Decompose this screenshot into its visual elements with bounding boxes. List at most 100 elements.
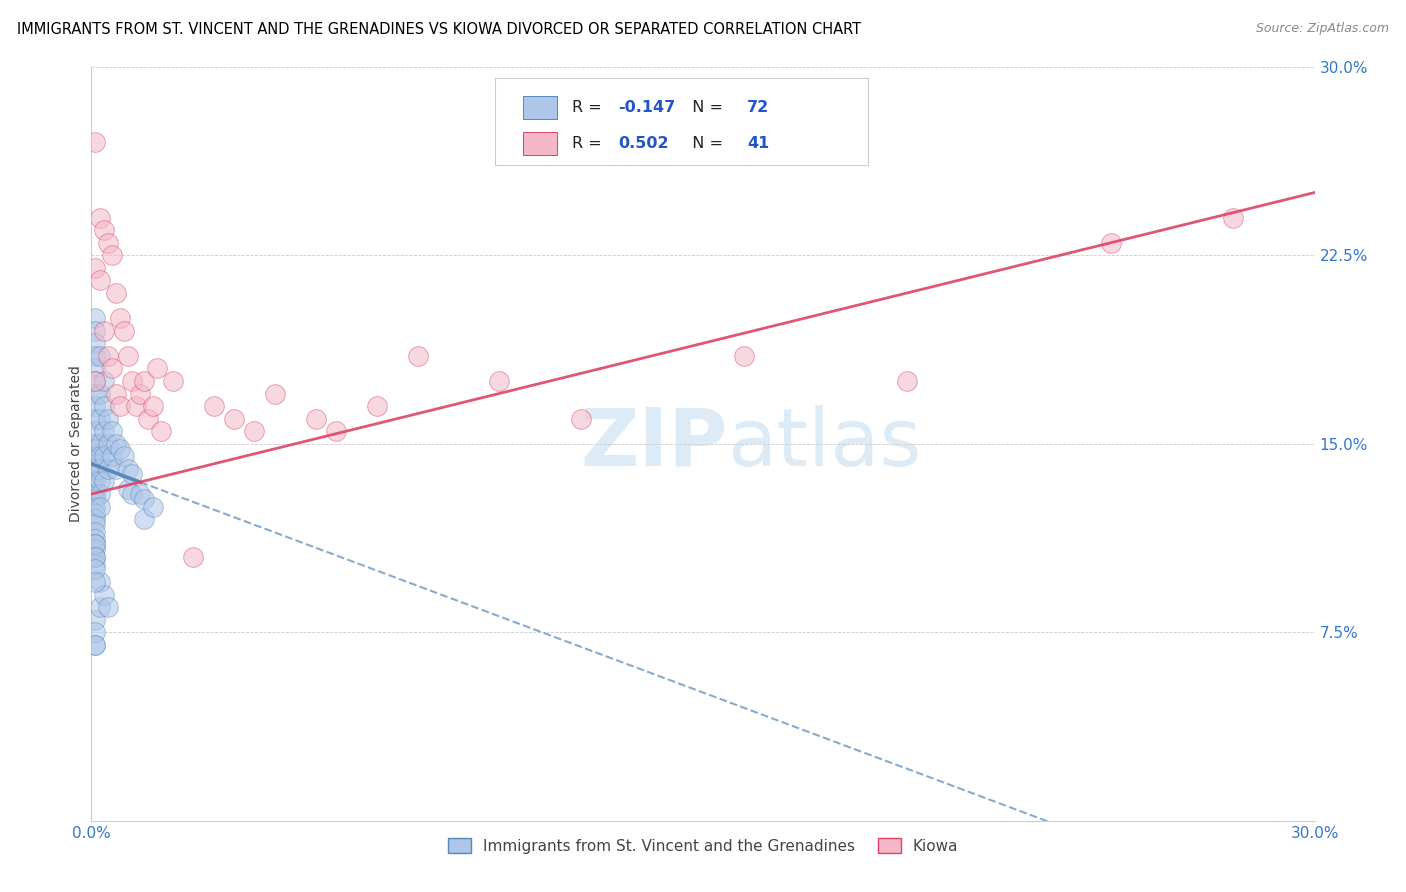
Point — [93, 374, 115, 388]
Point — [104, 437, 127, 451]
Point — [134, 374, 156, 388]
Point — [93, 424, 115, 438]
Point — [97, 349, 120, 363]
Point — [84, 437, 107, 451]
Y-axis label: Divorced or Separated: Divorced or Separated — [69, 366, 83, 522]
Point — [84, 349, 107, 363]
Point — [97, 600, 120, 615]
Point — [183, 549, 205, 564]
Point — [89, 475, 111, 489]
Point — [84, 462, 107, 476]
Point — [104, 285, 127, 300]
Point — [325, 424, 347, 438]
Text: R =: R = — [572, 136, 607, 152]
Point — [488, 374, 510, 388]
Point — [89, 437, 111, 451]
Point — [97, 235, 120, 250]
Point — [97, 462, 120, 476]
Point — [84, 558, 107, 572]
Point — [101, 248, 124, 262]
Point — [89, 487, 111, 501]
Point — [129, 386, 152, 401]
Point — [84, 491, 107, 506]
Point — [84, 638, 107, 652]
Point — [84, 399, 107, 413]
Text: 0.502: 0.502 — [619, 136, 669, 152]
Point — [84, 467, 107, 481]
Point — [89, 211, 111, 225]
Point — [84, 336, 107, 351]
Point — [121, 487, 143, 501]
Point — [145, 361, 167, 376]
Point — [89, 600, 111, 615]
Point — [84, 549, 107, 564]
Text: N =: N = — [682, 100, 728, 115]
Point — [1222, 211, 1244, 225]
Point — [264, 386, 287, 401]
Text: R =: R = — [572, 100, 607, 115]
Point — [121, 467, 143, 481]
Point — [93, 475, 115, 489]
Point — [304, 411, 326, 425]
Point — [202, 399, 225, 413]
Point — [84, 324, 107, 338]
Point — [733, 349, 755, 363]
Point — [84, 442, 107, 456]
Text: IMMIGRANTS FROM ST. VINCENT AND THE GRENADINES VS KIOWA DIVORCED OR SEPARATED CO: IMMIGRANTS FROM ST. VINCENT AND THE GREN… — [17, 22, 860, 37]
Point — [108, 311, 131, 326]
Point — [84, 135, 107, 149]
Point — [84, 487, 107, 501]
Point — [84, 562, 107, 576]
Point — [93, 588, 115, 602]
Point — [84, 517, 107, 532]
Point — [93, 223, 115, 237]
Point — [84, 500, 107, 514]
Point — [134, 491, 156, 506]
Point — [1099, 235, 1122, 250]
Point — [84, 374, 107, 388]
Point — [84, 537, 107, 551]
Point — [84, 482, 107, 496]
Point — [97, 437, 120, 451]
Point — [117, 349, 139, 363]
FancyBboxPatch shape — [495, 78, 868, 165]
Point — [84, 260, 107, 275]
Text: 72: 72 — [747, 100, 769, 115]
Point — [84, 411, 107, 425]
Point — [84, 533, 107, 547]
Point — [101, 361, 124, 376]
Point — [84, 475, 107, 489]
Point — [93, 450, 115, 464]
Point — [84, 537, 107, 551]
Point — [84, 386, 107, 401]
Text: atlas: atlas — [727, 405, 922, 483]
Point — [89, 273, 111, 287]
Point — [108, 399, 131, 413]
Point — [141, 399, 163, 413]
Point — [84, 549, 107, 564]
Point — [84, 574, 107, 589]
Point — [93, 324, 115, 338]
Point — [84, 613, 107, 627]
Point — [84, 542, 107, 557]
Legend: Immigrants from St. Vincent and the Grenadines, Kiowa: Immigrants from St. Vincent and the Gren… — [441, 831, 965, 860]
Point — [243, 424, 266, 438]
Point — [89, 349, 111, 363]
FancyBboxPatch shape — [523, 96, 557, 119]
Point — [89, 386, 111, 401]
Point — [84, 512, 107, 526]
FancyBboxPatch shape — [523, 132, 557, 155]
Text: -0.147: -0.147 — [619, 100, 676, 115]
Point — [84, 374, 107, 388]
Text: ZIP: ZIP — [581, 405, 727, 483]
Point — [84, 311, 107, 326]
Point — [366, 399, 388, 413]
Point — [149, 424, 172, 438]
Text: N =: N = — [682, 136, 728, 152]
Point — [108, 442, 131, 456]
Text: 41: 41 — [747, 136, 769, 152]
Point — [134, 512, 156, 526]
Point — [89, 450, 111, 464]
Point — [162, 374, 184, 388]
Point — [84, 450, 107, 464]
